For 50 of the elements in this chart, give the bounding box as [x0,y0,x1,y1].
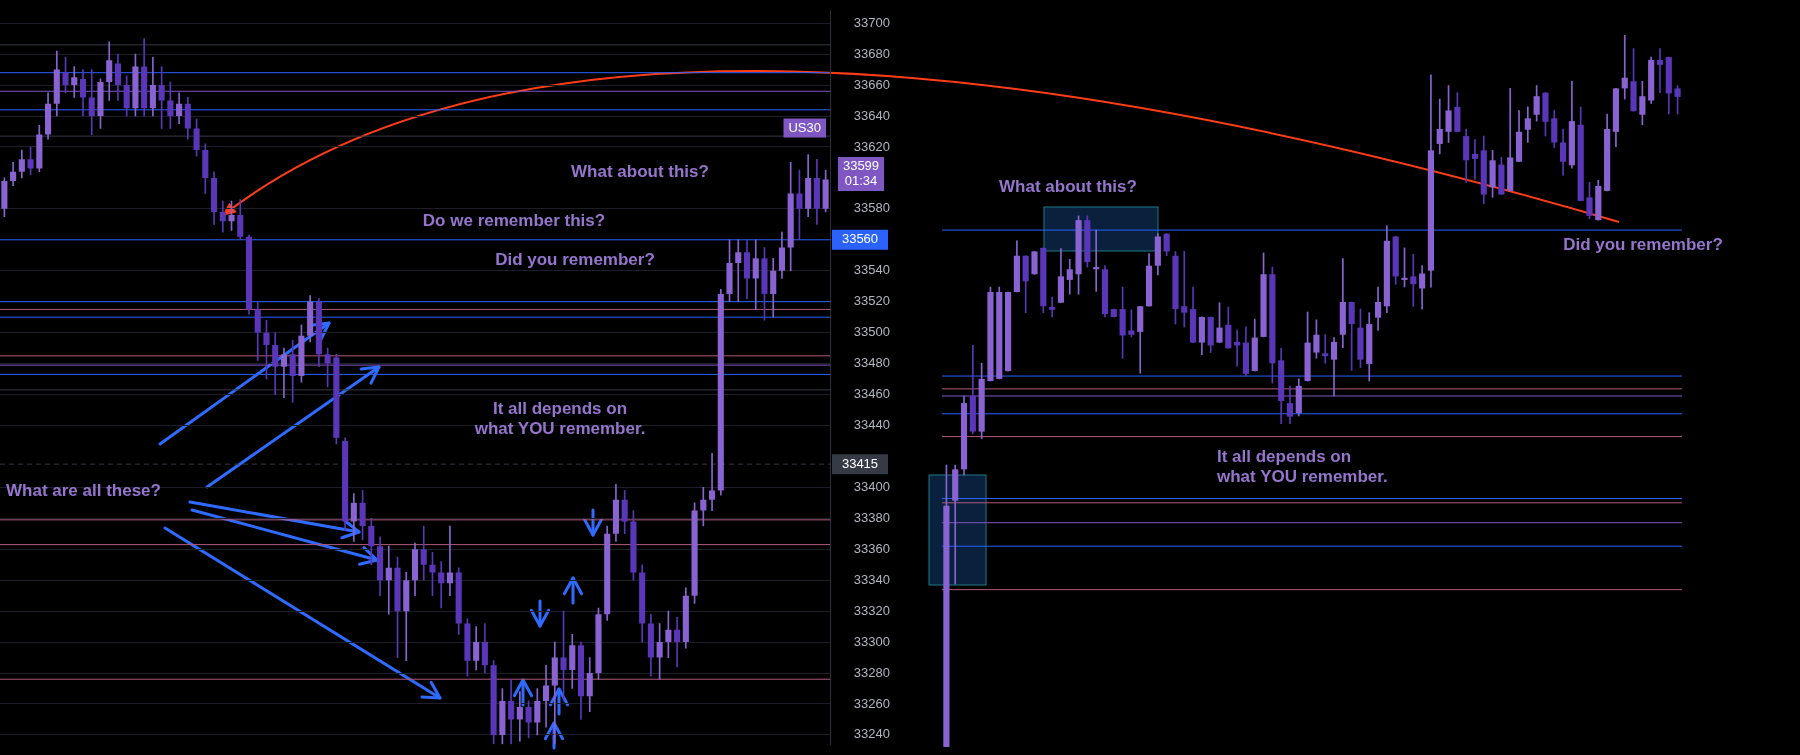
annotation: Did you remember? [495,249,655,269]
y-tick-label: 33260 [853,695,890,711]
candlestick [735,239,742,303]
annotation: What about this? [571,161,709,181]
y-tick-label: 33240 [853,726,890,742]
y-tick-label: 33700 [853,14,890,30]
y-tick-label: 33620 [853,138,890,154]
candlestick [709,452,716,511]
y-tick-label: 33360 [853,540,890,556]
candlestick [446,525,454,596]
y-tick-label: 33500 [853,324,890,340]
candlestick [1410,253,1417,307]
y-tick-label: 33300 [853,633,890,649]
candlestick [543,664,550,728]
candlestick [71,66,78,98]
y-tick-label: 33480 [853,355,890,371]
y-tick-label: 33340 [853,571,890,587]
y-tick-label: 33400 [853,478,890,494]
annotation: It all depends on what YOU remember. [473,398,646,438]
candlestick [385,545,392,615]
y-tick-label: 33460 [853,386,890,402]
candlestick [1621,35,1628,100]
candlestick [1049,296,1056,318]
candlestick [1656,48,1664,93]
y-tick-label: 33440 [853,417,890,433]
candlestick [516,691,523,742]
ref-line-label: 33415 [841,455,879,471]
y-tick-label: 33680 [853,45,890,61]
annotation: What are all these? [6,480,161,500]
annotation: Did you remember? [1563,234,1723,254]
annotation: It all depends on what YOU remember. [1216,446,1388,486]
ref-line-label: 33560 [841,231,879,247]
annotation: US30 [788,119,822,135]
y-tick-label: 33540 [853,262,890,278]
y-tick-label: 33280 [853,664,890,680]
y-tick-label: 33380 [853,509,890,525]
y-tick-label: 33660 [853,76,890,92]
y-tick-label: 33520 [853,293,890,309]
annotation: What about this? [999,176,1137,196]
candlestick [1093,229,1100,292]
candlestick [1181,251,1188,328]
annotation: Do we remember this? [422,210,606,230]
y-tick-label: 33320 [853,602,890,618]
candlestick [674,617,681,668]
candlestick [438,561,445,609]
y-tick-label: 33580 [853,200,890,216]
y-tick-label: 33640 [853,107,890,123]
candlestick [1322,334,1329,364]
text: 33599 01:34 [842,158,880,189]
candlestick [1471,139,1479,180]
